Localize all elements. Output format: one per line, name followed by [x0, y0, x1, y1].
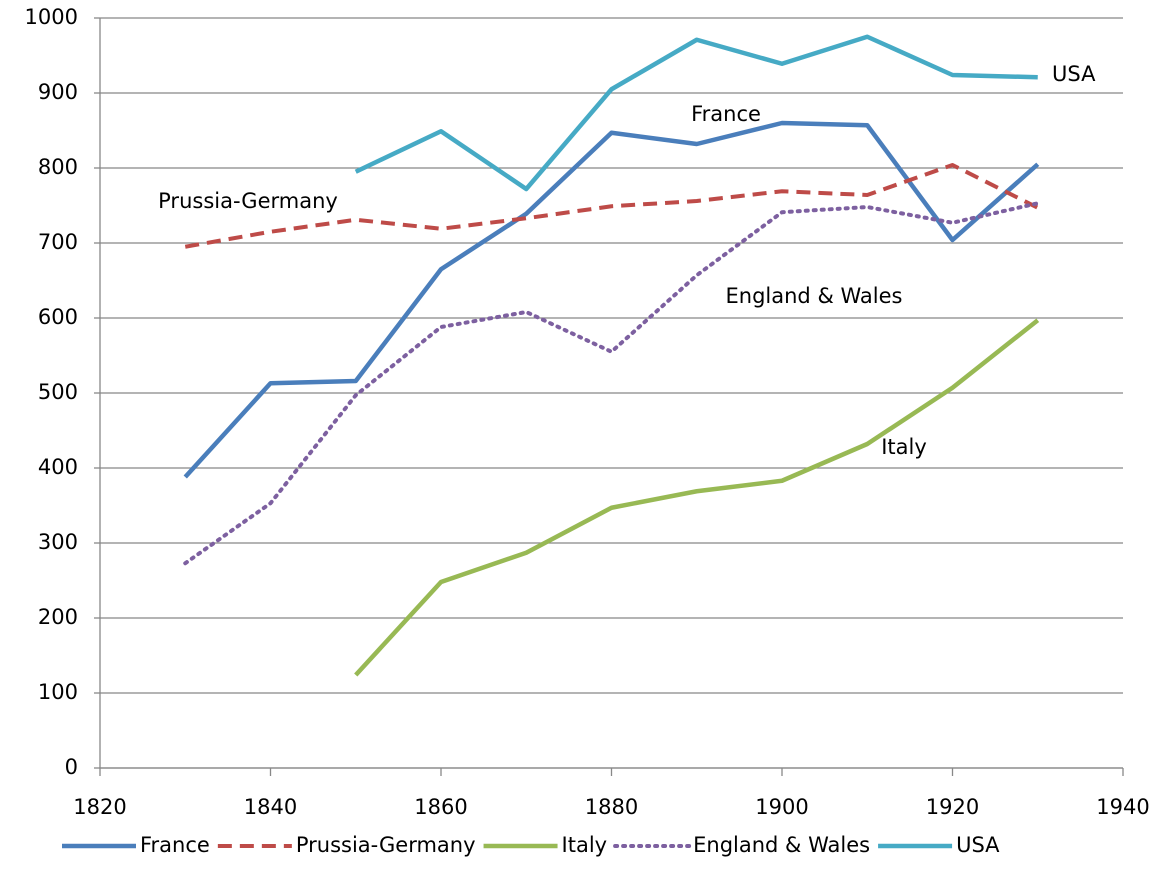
- legend-label: USA: [956, 833, 1000, 857]
- y-tick-label: 300: [38, 530, 78, 554]
- legend-label: France: [140, 833, 210, 857]
- legend-label: Italy: [562, 833, 608, 857]
- y-tick-label: 200: [38, 605, 78, 629]
- series-line: [184, 163, 1039, 249]
- y-tick-label: 400: [38, 455, 78, 479]
- x-tick-label: 1920: [926, 795, 979, 819]
- y-tick-label: 1000: [25, 5, 78, 29]
- y-tick-label: 900: [38, 80, 78, 104]
- y-tick-label: 0: [65, 755, 78, 779]
- annotation: Italy: [881, 435, 927, 459]
- series-line: [354, 34, 1038, 192]
- x-tick-label: 1840: [244, 795, 297, 819]
- x-tick-label: 1860: [414, 795, 467, 819]
- annotation: England & Wales: [726, 284, 903, 308]
- y-tick-label: 600: [38, 305, 78, 329]
- legend-label: Prussia-Germany: [296, 833, 476, 857]
- series-line: [183, 201, 1040, 566]
- y-tick-label: 700: [38, 230, 78, 254]
- series-line: [183, 120, 1040, 479]
- x-tick-label: 1940: [1096, 795, 1149, 819]
- legend-label: England & Wales: [693, 833, 870, 857]
- x-tick-label: 1900: [755, 795, 808, 819]
- series-line: [354, 318, 1040, 677]
- annotation: Prussia-Germany: [158, 189, 338, 213]
- y-tick-label: 100: [38, 680, 78, 704]
- annotation: France: [691, 102, 761, 126]
- y-tick-label: 500: [38, 380, 78, 404]
- y-tick-label: 800: [38, 155, 78, 179]
- x-tick-label: 1820: [73, 795, 126, 819]
- annotation: USA: [1052, 62, 1096, 86]
- x-tick-label: 1880: [585, 795, 638, 819]
